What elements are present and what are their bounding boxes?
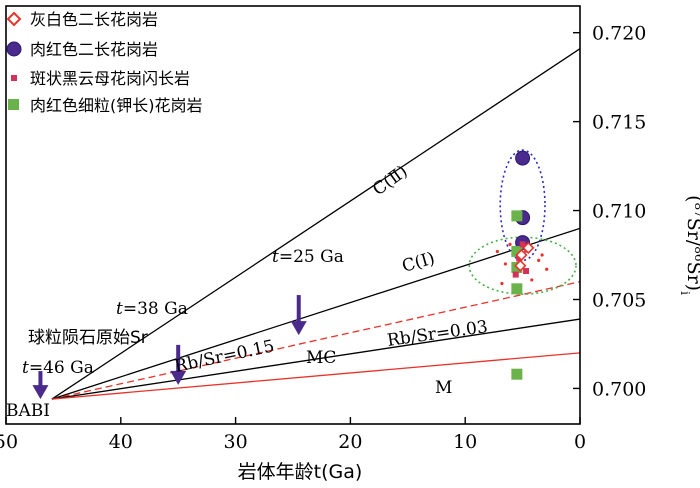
point-dot-3 bbox=[537, 258, 541, 262]
age-arrows bbox=[32, 295, 307, 400]
point-square-3 bbox=[511, 283, 523, 295]
point-dot-2 bbox=[500, 281, 504, 286]
point-dot-6 bbox=[508, 242, 512, 246]
rb015-label: Rb/Sr=0.15 bbox=[173, 336, 276, 377]
legend-item-square: 肉红色细粒(钾长)花岗岩 bbox=[8, 96, 203, 115]
point-dot-0 bbox=[495, 249, 499, 254]
point-square-small-3 bbox=[523, 268, 530, 275]
y-tick-label-0: 0.700 bbox=[592, 378, 646, 400]
arrow-head-t38 bbox=[170, 370, 187, 385]
group-ellipse-0 bbox=[499, 149, 546, 262]
legend-label-4: 肉红色细粒(钾长)花岗岩 bbox=[30, 96, 203, 115]
legend-label-3: 斑状黑云母花岗闪长岩 bbox=[30, 69, 190, 88]
point-dot-4 bbox=[545, 267, 549, 271]
legend-small-square-marker bbox=[11, 75, 17, 81]
point-square-small-0 bbox=[519, 241, 526, 248]
point-dot-5 bbox=[530, 278, 534, 282]
point-diamond-open-0 bbox=[522, 241, 535, 255]
evolution-line-0 bbox=[51, 48, 581, 400]
arrow-head-t25 bbox=[290, 321, 307, 336]
rb003-label: Rb/Sr=0.03 bbox=[386, 317, 489, 351]
x-tick-label-30: 30 bbox=[224, 431, 248, 453]
chondrite-label: 球粒陨石原始Sr bbox=[28, 328, 148, 348]
x-tick-label-40: 40 bbox=[109, 431, 133, 453]
y-tick-label-2: 0.710 bbox=[592, 201, 646, 223]
x-axis-title: 岩体年龄t(Ga) bbox=[238, 461, 363, 483]
legend: 灰白色二长花岗岩 肉红色二长花岗岩 斑状黑云母花岗闪长岩 肉红色细粒(钾长)花岗… bbox=[6, 10, 203, 115]
x-tick-label-10: 10 bbox=[453, 431, 477, 453]
m-label: M bbox=[435, 378, 452, 398]
evolution-line-2 bbox=[51, 281, 581, 400]
t25-label: t=25 Ga bbox=[272, 247, 344, 267]
mc-label: MC bbox=[306, 348, 336, 368]
evolution-lines bbox=[51, 48, 581, 400]
point-dot-1 bbox=[503, 262, 507, 266]
legend-item-circle: 肉红色二长花岗岩 bbox=[6, 40, 158, 59]
y-tick-label-4: 0.720 bbox=[592, 23, 646, 45]
x-tick-label-20: 20 bbox=[338, 431, 362, 453]
x-tick-label-50: 50 bbox=[0, 431, 18, 453]
point-dot-7 bbox=[540, 253, 544, 257]
data-points bbox=[495, 150, 549, 380]
point-diamond-open-1 bbox=[514, 259, 527, 272]
evolution-line-3 bbox=[51, 318, 581, 400]
evolution-line-4 bbox=[51, 352, 581, 400]
point-diamond-open-2 bbox=[515, 248, 528, 262]
arrow-head-t46 bbox=[32, 385, 49, 400]
y-axis-title: (87Sr/86Sr)i bbox=[678, 195, 700, 295]
group-ellipse-1 bbox=[468, 236, 577, 295]
y-tick-label-1: 0.705 bbox=[592, 289, 646, 311]
legend-label-2: 肉红色二长花岗岩 bbox=[30, 40, 158, 59]
y-axis-ticks: 0.700 0.705 0.710 0.715 0.720 bbox=[573, 23, 646, 400]
t38-label: t=38 Ga bbox=[116, 299, 188, 319]
c2-line-label: C(Ⅱ) bbox=[369, 162, 411, 200]
legend-item-small-square: 斑状黑云母花岗闪长岩 bbox=[11, 69, 190, 88]
point-circle-0 bbox=[515, 150, 531, 166]
legend-diamond-marker bbox=[6, 11, 22, 27]
legend-label-1: 灰白色二长花岗岩 bbox=[30, 10, 158, 29]
c1-line-label: C(Ⅰ) bbox=[400, 248, 437, 276]
point-square-1 bbox=[511, 245, 523, 257]
point-square-4 bbox=[511, 368, 523, 380]
plot-frame bbox=[5, 5, 581, 425]
evolution-line-1 bbox=[51, 227, 581, 400]
legend-item-diamond: 灰白色二长花岗岩 bbox=[6, 10, 158, 29]
babi-label: BABI bbox=[6, 401, 50, 421]
x-axis-ticks: 50 40 30 20 10 0 bbox=[0, 417, 586, 453]
t46-label: t=46 Ga bbox=[22, 358, 94, 378]
point-square-0 bbox=[511, 210, 523, 222]
legend-circle-marker bbox=[6, 41, 22, 57]
legend-square-marker bbox=[8, 99, 19, 110]
group-ellipses bbox=[468, 149, 577, 295]
point-square-small-4 bbox=[512, 271, 519, 278]
x-tick-label-0: 0 bbox=[574, 431, 586, 453]
y-tick-label-3: 0.715 bbox=[592, 112, 646, 134]
